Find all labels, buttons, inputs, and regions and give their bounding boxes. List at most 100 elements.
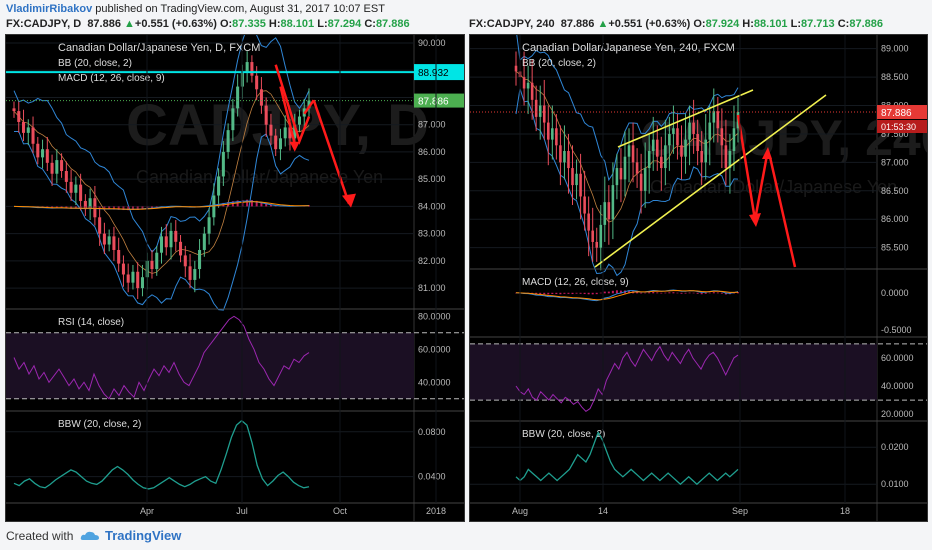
- candle-body: [79, 184, 83, 201]
- candle-body: [728, 151, 732, 169]
- candle-body: [587, 213, 590, 231]
- wedge-lower-trendline: [594, 94, 827, 268]
- candle-body: [551, 128, 554, 140]
- right-open: 87.924: [705, 18, 740, 30]
- bbw-label: BBW (20, close, 2): [58, 419, 141, 430]
- macd-histogram-bar: [603, 291, 606, 294]
- macd-histogram-bar: [684, 292, 687, 294]
- daily-chart-panel[interactable]: CADJPY, D Canadian Dollar/Japanese Yen 90.…: [5, 26, 465, 522]
- candle-body: [680, 145, 683, 157]
- macd-histogram-bar: [260, 201, 263, 207]
- bbw-line: [515, 430, 739, 486]
- candle-body: [36, 143, 40, 158]
- candle-body: [74, 184, 78, 193]
- time-tick-label: Aug: [512, 506, 528, 516]
- candle-body: [660, 156, 663, 169]
- rsi-band-fill: [470, 343, 877, 401]
- macd-histogram-bar: [255, 200, 258, 207]
- countdown-label: 01:53:30: [881, 122, 916, 132]
- macd-label: MACD (12, 26, close, 9): [522, 277, 629, 288]
- candle-body: [64, 171, 68, 182]
- author-link[interactable]: VladimirRibakov: [6, 3, 93, 15]
- candle-body: [655, 139, 659, 157]
- tradingview-logo-text[interactable]: TradingView: [105, 528, 182, 543]
- last-price-label: 87.886: [881, 108, 912, 119]
- candle-body: [696, 133, 699, 151]
- macd-histogram-bar: [103, 206, 106, 210]
- macd-histogram-bar: [660, 292, 663, 294]
- rsi-tick-label: 40.0000: [418, 377, 451, 387]
- right-change: +0.551 (+0.63%): [608, 18, 691, 30]
- macd-histogram-bar: [732, 292, 735, 294]
- right-symbol[interactable]: FX:CADJPY, 240: [469, 18, 555, 30]
- arrow-head-icon: [342, 193, 356, 208]
- macd-histogram-bar: [700, 292, 703, 295]
- macd-histogram-bar: [636, 292, 639, 294]
- macd-histogram-bar: [74, 206, 77, 209]
- h4-chart-panel[interactable]: CADJPY, 240 Canadian Dollar/Japanese Yen 8…: [469, 28, 932, 522]
- daily-chart-svg[interactable]: CADJPY, D Canadian Dollar/Japanese Yen 90.…: [6, 26, 464, 521]
- candle-body: [595, 241, 599, 248]
- candle-body: [639, 173, 643, 191]
- candle-body: [255, 75, 259, 90]
- macd-histogram-bar: [98, 206, 101, 210]
- watermark-subtitle: Canadian Dollar/Japanese Yen: [136, 167, 383, 187]
- candle-body: [607, 202, 611, 220]
- projection-arrow-up: [303, 99, 315, 115]
- time-tick-label: 18: [840, 506, 850, 516]
- macd-line: [515, 289, 739, 302]
- candle-body: [631, 145, 635, 163]
- macd-histogram-bar: [131, 206, 134, 210]
- macd-histogram-bar: [737, 292, 739, 294]
- candle-body: [546, 122, 550, 140]
- price-tick-label: 86.500: [881, 186, 909, 196]
- candle-body: [278, 138, 282, 150]
- macd-histogram-bar: [644, 292, 647, 294]
- candle-body: [538, 105, 542, 117]
- macd-histogram-bar: [712, 292, 715, 294]
- price-tick-label: 87.000: [418, 120, 446, 130]
- candle-body: [126, 274, 130, 283]
- candle-body: [269, 124, 273, 136]
- macd-histogram-bar: [571, 292, 574, 295]
- watermark-text: CADJPY, D: [126, 93, 429, 158]
- price-tick-label: 88.500: [881, 72, 909, 82]
- candle-body: [198, 249, 202, 270]
- candle-body: [672, 128, 675, 134]
- watermark-subtitle: Canadian Dollar/Japanese Yen: [650, 177, 897, 197]
- candle-body: [567, 151, 570, 169]
- projection-arrow-path: [274, 64, 311, 145]
- indicator-label: BB (20, close, 2): [58, 58, 132, 69]
- resistance-price-tag: [414, 64, 464, 81]
- candle-body: [293, 124, 297, 139]
- candle-body: [688, 122, 691, 140]
- candle-body: [724, 145, 728, 169]
- macd-histogram-bar: [567, 292, 570, 294]
- candle-body: [514, 65, 518, 72]
- macd-histogram-bar: [551, 292, 554, 295]
- high-label: H:: [742, 18, 754, 30]
- macd-histogram-bar: [692, 292, 695, 294]
- macd-histogram-bar: [93, 206, 96, 209]
- left-change: +0.551 (+0.63%): [134, 18, 217, 30]
- left-close: 87.886: [375, 18, 410, 30]
- macd-histogram-bar: [117, 206, 120, 210]
- macd-histogram-bar: [595, 292, 598, 295]
- price-tick-label: 83.000: [418, 229, 446, 239]
- macd-histogram-bar: [688, 292, 691, 294]
- right-low: 87.713: [801, 18, 835, 30]
- macd-histogram-bar: [127, 206, 130, 211]
- bb-basis-line: [515, 71, 739, 223]
- macd-tick-label: 0.0000: [881, 288, 909, 298]
- last-price-tag: [877, 105, 927, 120]
- left-symbol[interactable]: FX:CADJPY, D: [6, 18, 82, 30]
- candle-body: [297, 116, 302, 125]
- time-tick-label: Jul: [236, 506, 248, 516]
- candle-body: [307, 100, 311, 109]
- rsi-tick-label: 80.0000: [418, 311, 451, 321]
- candle-body: [140, 277, 144, 289]
- candle-body: [534, 99, 538, 117]
- candle-body: [236, 86, 240, 109]
- macd-histogram-bar: [265, 203, 268, 207]
